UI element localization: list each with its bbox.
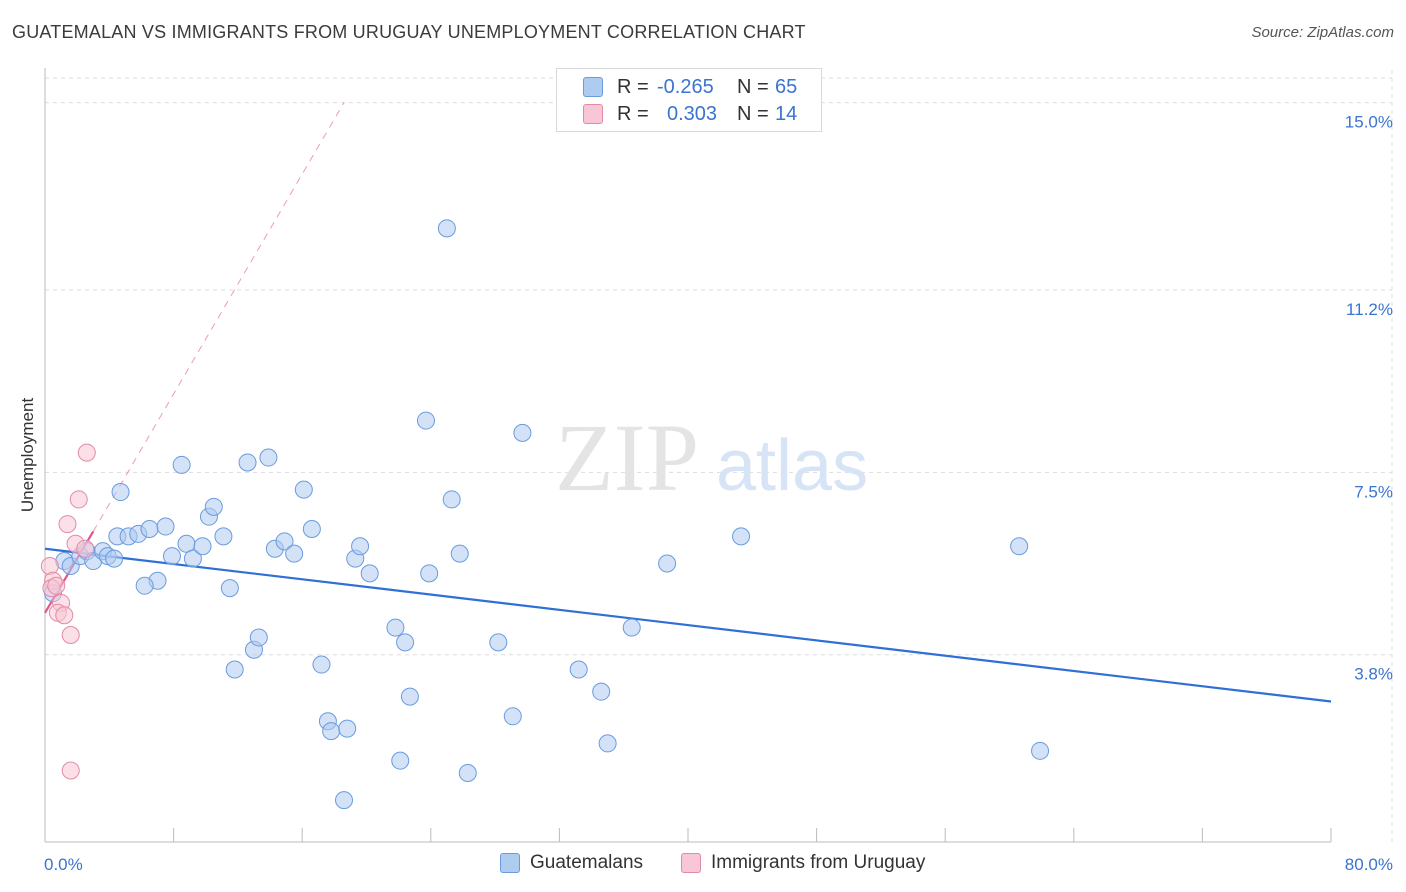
point-guatemalans [140, 520, 159, 539]
legend-n-value: 65 [775, 75, 798, 98]
point-guatemalans [598, 734, 617, 753]
trend-extension-uruguay [92, 102, 345, 532]
point-guatemalans [135, 576, 154, 595]
point-guatemalans [193, 537, 212, 556]
point-guatemalans [592, 682, 611, 701]
axes-layer [44, 68, 1332, 843]
point-uruguay [61, 625, 80, 644]
legend-row-uruguay: R = 0.303 N = 14 [583, 101, 797, 127]
point-guatemalans [360, 564, 379, 583]
y-tick-label: 3.8% [1354, 665, 1393, 684]
point-guatemalans [275, 532, 294, 551]
point-guatemalans [322, 722, 341, 741]
legend-r-label: R = [617, 102, 649, 125]
trend-line-guatemalans [44, 547, 1332, 703]
point-guatemalans [658, 554, 677, 573]
point-uruguay [61, 761, 80, 780]
point-guatemalans [225, 660, 244, 679]
point-guatemalans [437, 219, 456, 238]
point-uruguay [47, 576, 66, 595]
point-guatemalans [450, 544, 469, 563]
point-guatemalans [503, 707, 522, 726]
point-guatemalans [1031, 741, 1050, 760]
tick-labels: 3.8% 7.5% 11.2% 15.0% 0.0% 80.0% [44, 113, 1393, 874]
legend-r-value: 0.303 [667, 102, 718, 125]
legend-swatch-pink [681, 853, 701, 873]
trend-lines [44, 102, 1332, 703]
point-guatemalans [420, 564, 439, 583]
grid-layer [45, 70, 1393, 842]
point-guatemalans [183, 549, 202, 568]
point-guatemalans [259, 448, 278, 467]
legend-row-guatemalans: R = -0.265 N = 65 [583, 74, 797, 100]
y-tick-label: 15.0% [1345, 113, 1393, 132]
point-guatemalans [442, 490, 461, 509]
chart-title: GUATEMALAN VS IMMIGRANTS FROM URUGUAY UN… [12, 22, 806, 42]
point-guatemalans [162, 547, 181, 566]
point-uruguay [58, 515, 77, 534]
point-guatemalans [513, 423, 532, 442]
point-guatemalans [294, 480, 313, 499]
point-uruguay [40, 556, 59, 575]
legend-r-label: R = [617, 75, 649, 98]
point-guatemalans [396, 633, 415, 652]
point-guatemalans [416, 411, 435, 430]
point-guatemalans [391, 751, 410, 770]
stats-legend: R = -0.265 N = 65 R = 0.303 N = 14 [556, 68, 822, 132]
watermark: ZIP atlas [555, 404, 868, 511]
point-uruguay [76, 539, 95, 558]
source-label: Source: ZipAtlas.com [1251, 24, 1394, 41]
legend-n-label: N = [737, 102, 769, 125]
y-tick-label: 7.5% [1354, 482, 1393, 501]
point-guatemalans [489, 633, 508, 652]
point-guatemalans [569, 660, 588, 679]
legend-item-uruguay: Immigrants from Uruguay [681, 852, 925, 874]
legend-n-value: 14 [775, 102, 798, 125]
y-tick-label: 11.2% [1346, 300, 1393, 319]
legend-swatch-pink [583, 104, 603, 124]
point-uruguay [69, 490, 88, 509]
point-guatemalans [214, 527, 233, 546]
point-guatemalans [220, 579, 239, 598]
point-guatemalans [400, 687, 419, 706]
legend-swatch-blue [583, 77, 603, 97]
point-guatemalans [105, 549, 124, 568]
points-layer [40, 219, 1050, 810]
point-guatemalans [285, 544, 304, 563]
point-guatemalans [172, 455, 191, 474]
watermark-atlas: atlas [716, 426, 868, 506]
point-guatemalans [338, 719, 357, 738]
legend-swatch-blue [500, 853, 520, 873]
point-guatemalans [249, 628, 268, 647]
point-guatemalans [312, 655, 331, 674]
point-guatemalans [732, 527, 751, 546]
series-legend: Guatemalans Immigrants from Uruguay [0, 852, 1406, 878]
legend-label-guatemalans: Guatemalans [530, 852, 644, 873]
legend-label-uruguay: Immigrants from Uruguay [711, 852, 926, 873]
point-guatemalans [351, 537, 370, 556]
watermark-zip: ZIP [555, 404, 699, 511]
point-guatemalans [238, 453, 257, 472]
point-guatemalans [111, 483, 130, 502]
point-guatemalans [386, 618, 405, 637]
point-guatemalans [622, 618, 641, 637]
point-guatemalans [334, 791, 353, 810]
point-uruguay [77, 443, 96, 462]
point-guatemalans [1010, 537, 1029, 556]
point-guatemalans [156, 517, 175, 536]
point-uruguay [55, 606, 74, 625]
point-guatemalans [458, 763, 477, 782]
x-tick-label: 80.0% [1345, 855, 1393, 874]
point-guatemalans [302, 520, 321, 539]
legend-item-guatemalans: Guatemalans [500, 852, 643, 874]
legend-r-value: -0.265 [657, 75, 714, 98]
point-guatemalans [204, 497, 223, 516]
legend-n-label: N = [737, 75, 769, 98]
x-tick-label: 0.0% [44, 855, 83, 874]
